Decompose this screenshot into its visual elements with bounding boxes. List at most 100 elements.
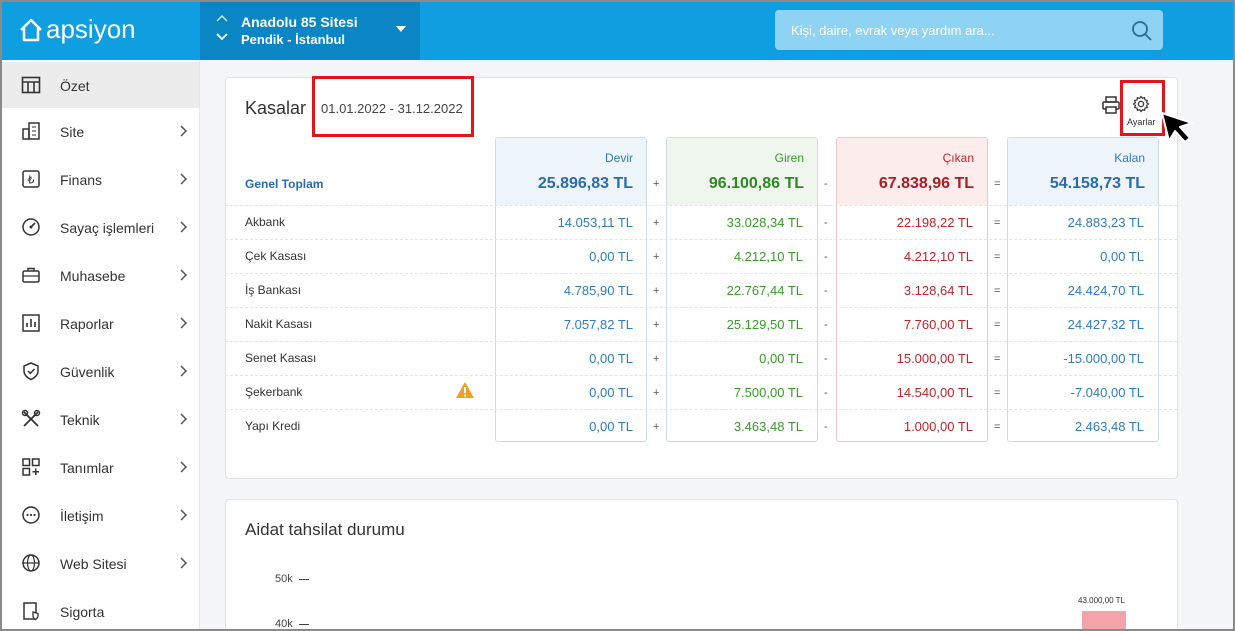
account-name[interactable]: Nakit Kasası — [245, 317, 313, 331]
chevron-right-icon — [180, 509, 188, 521]
caret-down-icon[interactable] — [396, 26, 406, 32]
devir-value[interactable]: 0,00 TL — [589, 419, 633, 434]
table-icon — [21, 76, 41, 94]
chevron-right-icon — [180, 365, 188, 377]
cikan-value[interactable]: 3.128,64 TL — [903, 283, 973, 298]
gear-icon[interactable] — [1132, 95, 1150, 113]
chevron-down-icon[interactable] — [216, 33, 228, 41]
sidebar-item-finans[interactable]: ₺ Finans — [0, 156, 199, 202]
plus-operator: + — [653, 319, 660, 331]
kalan-value[interactable]: 24.424,70 TL — [1067, 283, 1144, 298]
kalan-column: Kalan 54.158,73 TL — [1007, 137, 1159, 442]
equals-operator: = — [994, 387, 1001, 399]
cikan-value[interactable]: 7.760,00 TL — [903, 317, 973, 332]
minus-operator: - — [824, 421, 828, 433]
date-range[interactable]: 01.01.2022 - 31.12.2022 — [321, 101, 463, 116]
account-name[interactable]: Akbank — [245, 215, 286, 229]
cikan-value[interactable]: 14.540,00 TL — [896, 385, 973, 400]
minus-operator: - — [824, 251, 828, 263]
giren-value[interactable]: 25.129,50 TL — [726, 317, 803, 332]
giren-value[interactable]: 0,00 TL — [759, 351, 803, 366]
apsiyon-logo[interactable]: apsiyon — [18, 14, 136, 45]
y-tick-mark — [299, 624, 309, 625]
chevron-right-icon — [180, 221, 188, 233]
sidebar-item-label: Muhasebe — [60, 268, 126, 284]
giren-value[interactable]: 22.767,44 TL — [726, 283, 803, 298]
sidebar-item-sigorta[interactable]: Sigorta — [0, 588, 199, 631]
devir-value[interactable]: 14.053,11 TL — [557, 215, 633, 230]
sidebar-item-site[interactable]: Site — [0, 108, 199, 154]
sidebar-item-muhasebe[interactable]: Muhasebe — [0, 252, 199, 298]
aidat-bar[interactable] — [1082, 611, 1126, 631]
devir-header: Devir 25.896,83 TL — [496, 138, 646, 205]
sidebar-item-label: Sayaç işlemleri — [60, 220, 155, 236]
sidebar-item-tanimlar[interactable]: Tanımlar — [0, 444, 199, 490]
shield-icon — [23, 362, 39, 381]
search-placeholder[interactable]: Kişi, daire, evrak veya yardım ara... — [791, 23, 995, 38]
chevron-up-icon[interactable] — [216, 14, 228, 22]
report-icon — [22, 314, 40, 332]
chevron-right-icon — [180, 461, 188, 473]
kalan-value[interactable]: -15.000,00 TL — [1063, 351, 1144, 366]
site-selector[interactable]: Anadolu 85 Sitesi Pendik - İstanbul — [200, 0, 420, 60]
cikan-value[interactable]: 22.198,22 TL — [896, 215, 973, 230]
cikan-column: Çıkan 67.838,96 TL — [836, 137, 988, 442]
plus-operator: + — [653, 285, 660, 297]
sidebar-item-label: Sigorta — [60, 604, 105, 620]
sidebar-item-label: Web Sitesi — [60, 556, 127, 572]
cikan-value[interactable]: 15.000,00 TL — [896, 351, 973, 366]
search-input[interactable] — [775, 10, 1163, 50]
giren-value[interactable]: 3.463,48 TL — [733, 419, 803, 434]
row-divider — [225, 341, 1177, 342]
row-divider — [225, 409, 1177, 410]
equals-operator: = — [994, 421, 1001, 433]
cikan-value[interactable]: 1.000,00 TL — [903, 419, 973, 434]
kalan-value[interactable]: -7.040,00 TL — [1070, 385, 1144, 400]
chevron-right-icon — [180, 317, 188, 329]
search-icon[interactable] — [1131, 20, 1153, 42]
sidebar-item-guvenlik[interactable]: Güvenlik — [0, 348, 199, 394]
account-name[interactable]: Çek Kasası — [245, 249, 307, 263]
giren-value[interactable]: 33.028,34 TL — [726, 215, 803, 230]
giren-value[interactable]: 7.500,00 TL — [733, 385, 803, 400]
sidebar-item-label: Güvenlik — [60, 364, 115, 380]
equals-operator: = — [994, 217, 1001, 229]
sidebar-item-raporlar[interactable]: Raporlar — [0, 300, 199, 346]
minus-operator: - — [824, 319, 828, 331]
account-name[interactable]: İş Bankası — [245, 283, 302, 297]
row-divider — [225, 205, 1177, 206]
devir-value[interactable]: 0,00 TL — [589, 351, 633, 366]
print-icon[interactable] — [1101, 95, 1121, 115]
account-name[interactable]: Senet Kasası — [245, 351, 317, 365]
warning-icon[interactable] — [455, 381, 475, 399]
devir-value[interactable]: 7.057,82 TL — [563, 317, 633, 332]
settings-label[interactable]: Ayarlar — [1127, 117, 1156, 127]
giren-value[interactable]: 4.212,10 TL — [733, 249, 803, 264]
briefcase-icon — [22, 267, 40, 283]
chevron-right-icon — [180, 173, 188, 185]
devir-value[interactable]: 0,00 TL — [589, 385, 633, 400]
kalan-value[interactable]: 24.883,23 TL — [1067, 215, 1144, 230]
row-divider — [225, 307, 1177, 308]
kasalar-title: Kasalar — [245, 98, 307, 118]
sidebar-item-web-sitesi[interactable]: Web Sitesi — [0, 540, 199, 586]
devir-value[interactable]: 4.785,90 TL — [563, 283, 633, 298]
kalan-value[interactable]: 2.463,48 TL — [1074, 419, 1144, 434]
sidebar-item-iletisim[interactable]: İletişim — [0, 492, 199, 538]
y-tick-mark — [299, 579, 309, 580]
devir-value[interactable]: 0,00 TL — [589, 249, 633, 264]
sidebar-item-sayac[interactable]: Sayaç işlemleri — [0, 204, 199, 250]
sidebar-item-label: Site — [60, 124, 85, 140]
cikan-value[interactable]: 4.212,10 TL — [903, 249, 973, 264]
kalan-value[interactable]: 0,00 TL — [1100, 249, 1144, 264]
equals-operator: = — [994, 353, 1001, 365]
sidebar-item-teknik[interactable]: Teknik — [0, 396, 199, 442]
cikan-label: Çıkan — [942, 151, 974, 165]
sidebar-item-label: Tanımlar — [60, 460, 114, 476]
sidebar-item-label: Teknik — [60, 412, 100, 428]
sidebar-item-label: Özet — [60, 78, 90, 94]
sidebar-item-ozet[interactable]: Özet — [0, 62, 199, 108]
kalan-value[interactable]: 24.427,32 TL — [1067, 317, 1144, 332]
account-name[interactable]: Yapı Kredi — [245, 419, 301, 433]
account-name[interactable]: Şekerbank — [245, 385, 303, 399]
